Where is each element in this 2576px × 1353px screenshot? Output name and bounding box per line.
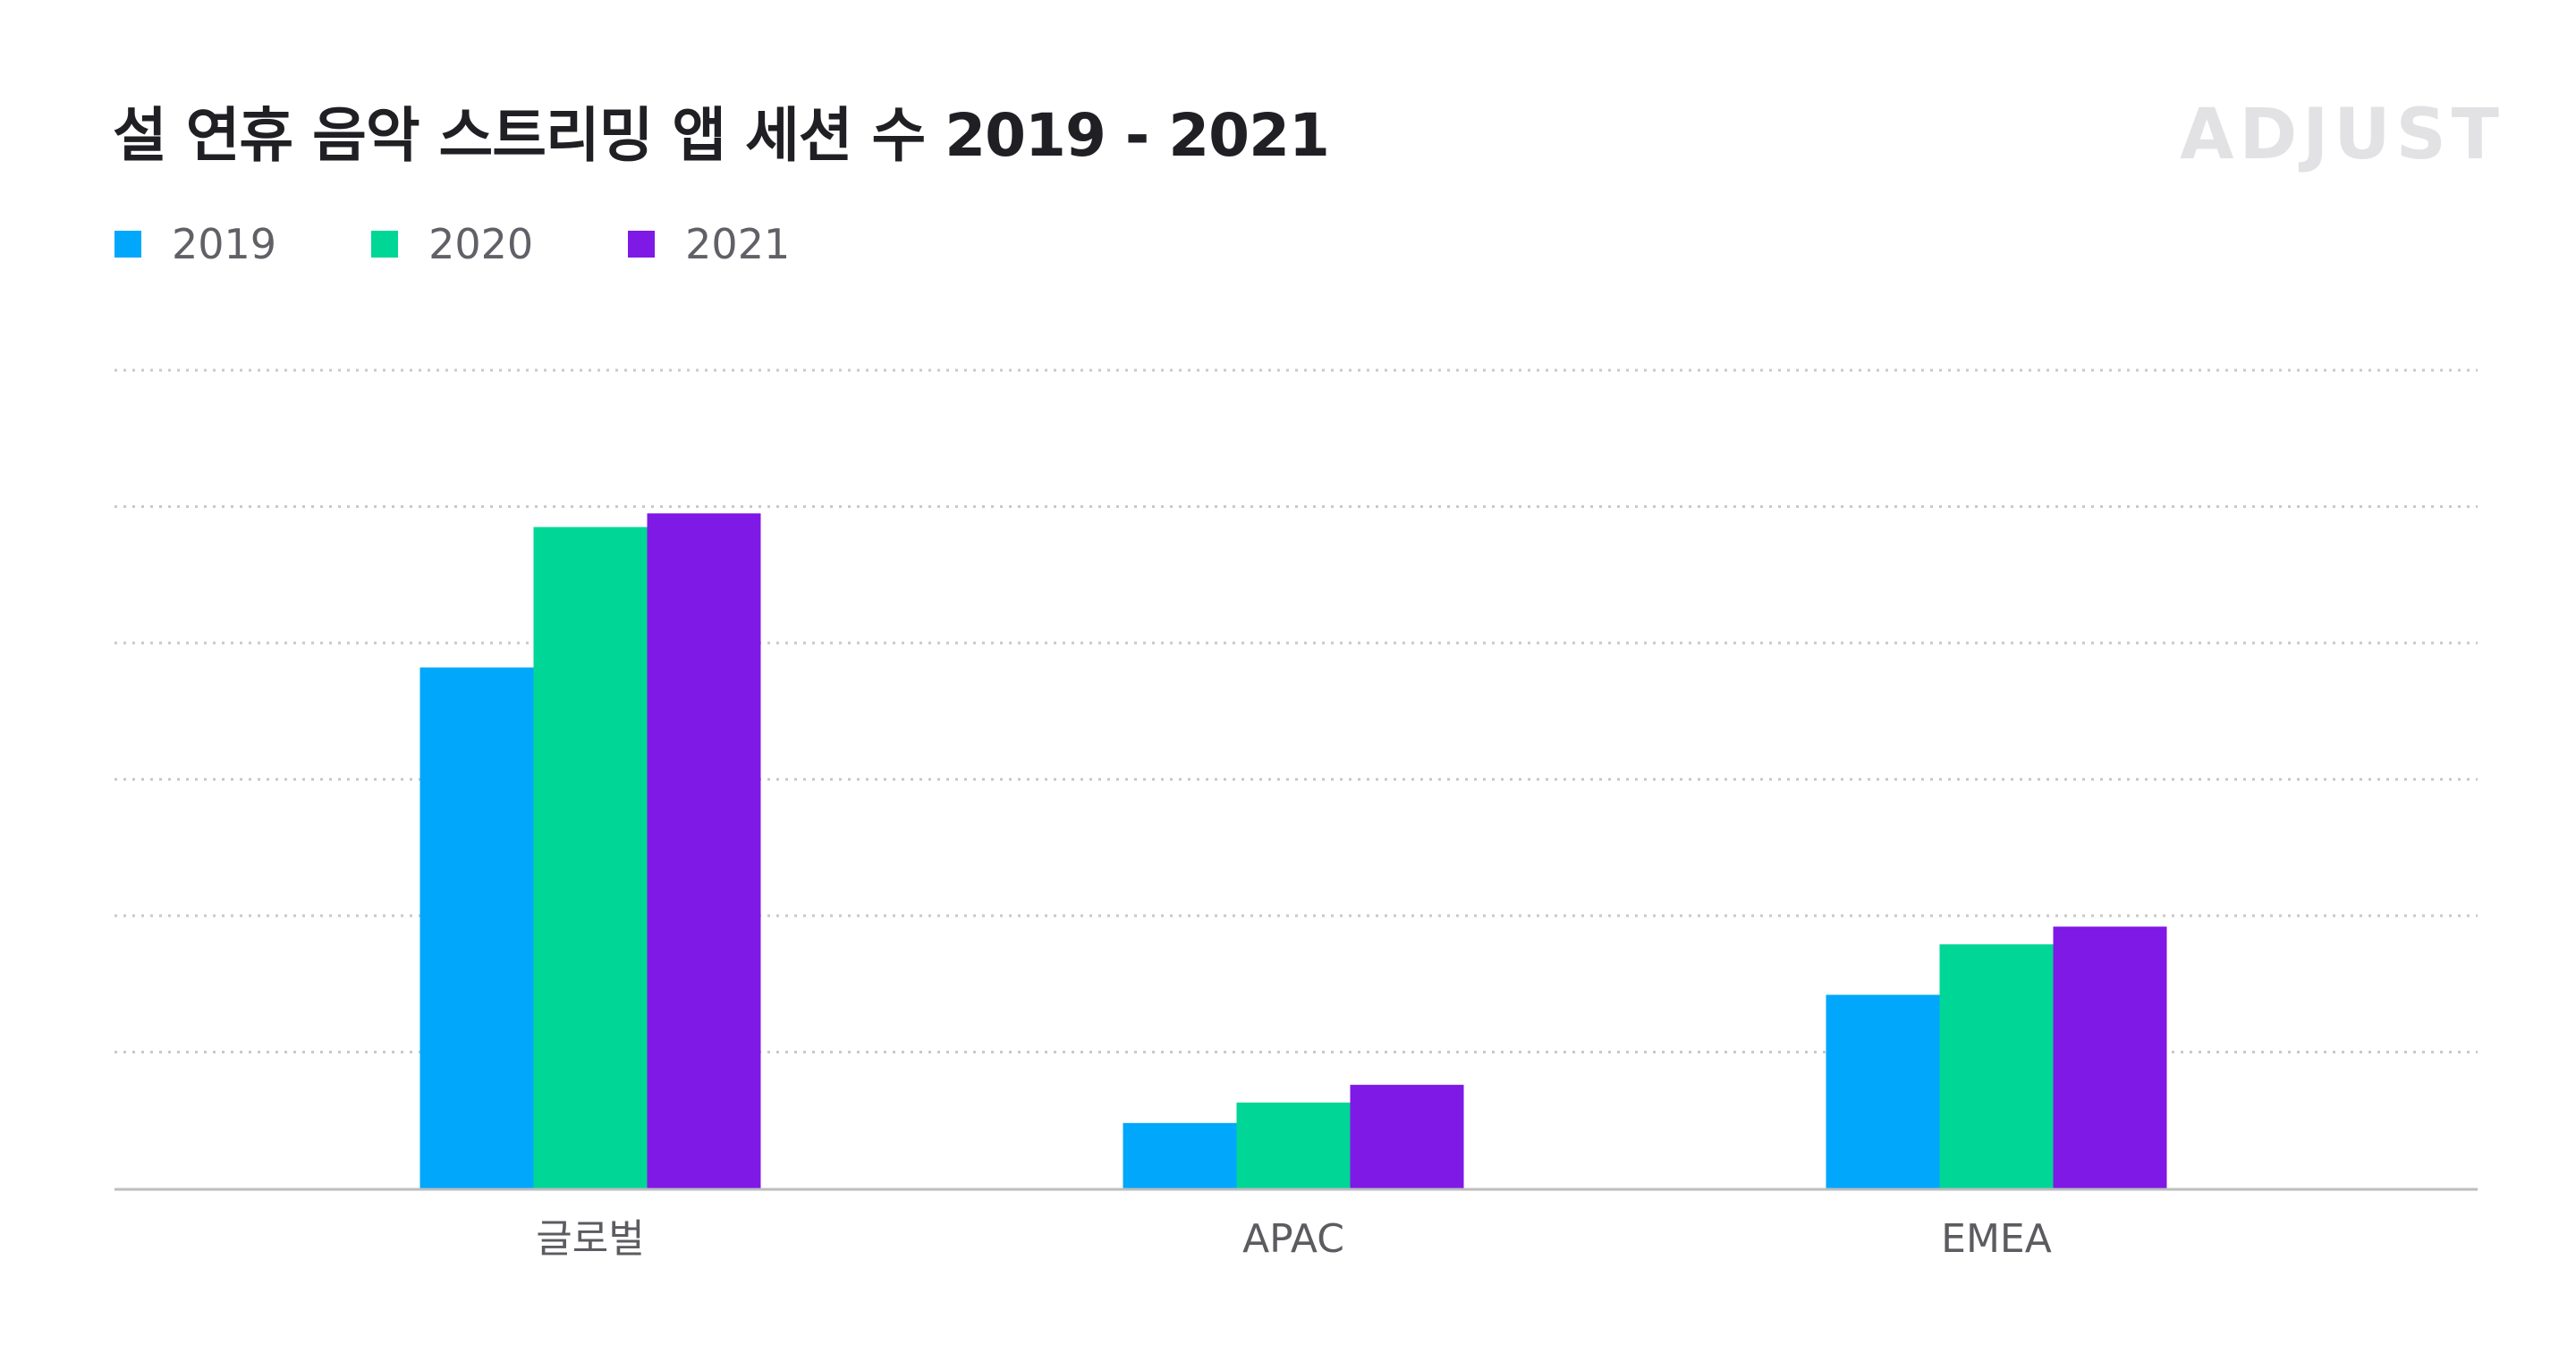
legend-label-2019: 2019: [172, 220, 277, 268]
bar-2021-0: [647, 513, 761, 1188]
bar-2019-2: [1826, 994, 1940, 1188]
bar-2019-1: [1123, 1122, 1237, 1188]
bar-2021-2: [2053, 926, 2167, 1188]
legend-swatch-2019: [114, 231, 141, 258]
legend-swatch-2020: [371, 231, 399, 258]
chart-title: 설 연휴 음악 스트리밍 앱 세션 수 2019 - 2021: [113, 101, 1330, 170]
legend-label-2021: 2021: [685, 220, 791, 268]
category-labels: 글로벌 APAC EMEA: [536, 1216, 2052, 1262]
legend-item-2021: 2021: [628, 220, 790, 268]
bars: [419, 513, 2167, 1188]
legend-item-2019: 2019: [114, 220, 276, 268]
category-label: EMEA: [1941, 1216, 2052, 1262]
category-label: APAC: [1242, 1216, 1344, 1262]
bar-2020-0: [533, 527, 648, 1188]
bar-2019-0: [419, 667, 534, 1188]
legend-swatch-2021: [628, 231, 656, 258]
category-label: 글로벌: [536, 1216, 644, 1262]
adjust-logo: ADJUST: [2180, 95, 2504, 175]
bar-2021-1: [1350, 1085, 1464, 1188]
legend-label-2020: 2020: [428, 220, 534, 268]
bar-2020-1: [1236, 1102, 1351, 1188]
bar-2020-2: [1939, 944, 2054, 1188]
legend: 2019 2020 2021: [114, 220, 885, 268]
legend-item-2020: 2020: [371, 220, 533, 268]
